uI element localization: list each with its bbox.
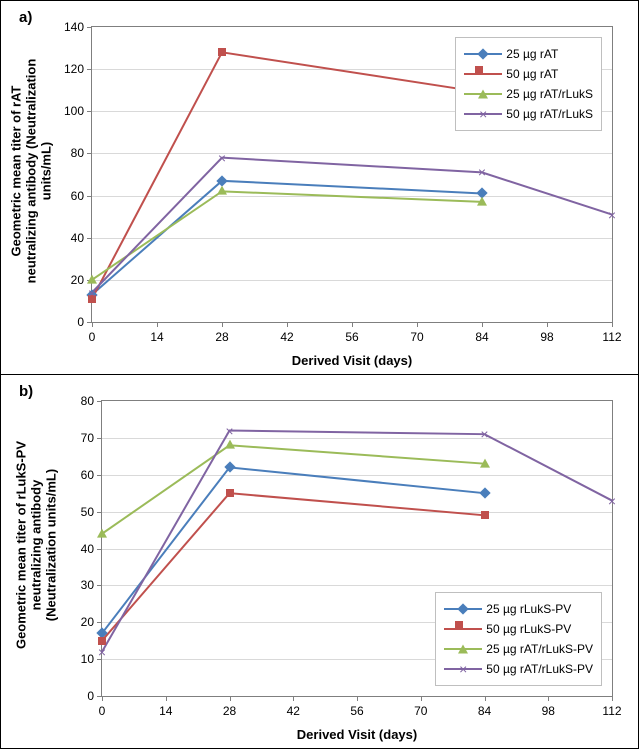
- series-marker: [480, 458, 490, 467]
- legend-item: × 50 µg rAT/rLukS: [464, 104, 593, 124]
- xtick-label: 42: [287, 696, 300, 718]
- legend-swatch: [444, 624, 482, 634]
- panel-b-label: b): [19, 383, 33, 400]
- legend-label: 50 µg rLukS-PV: [486, 622, 571, 636]
- ytick-label: 60: [81, 468, 102, 482]
- series-line: [102, 493, 485, 641]
- y-axis-title-b: Geometric mean titer of rLukS-PVneutrali…: [14, 441, 59, 649]
- series-marker: [97, 528, 107, 537]
- legend-swatch: [464, 49, 502, 59]
- legend-item: × 50 µg rAT/rLukS-PV: [444, 659, 593, 679]
- ytick-label: 70: [81, 431, 102, 445]
- legend-label: 25 µg rAT: [506, 47, 558, 61]
- xtick-label: 28: [215, 322, 228, 344]
- legend-label: 50 µg rAT/rLukS-PV: [486, 662, 593, 676]
- xtick-label: 0: [89, 322, 96, 344]
- legend-swatch: ×: [444, 664, 482, 674]
- series-marker: [481, 511, 489, 519]
- panel-a-label: a): [19, 9, 32, 26]
- series-marker: [477, 196, 487, 205]
- series-line: [92, 181, 482, 295]
- ytick-label: 20: [81, 615, 102, 629]
- xtick-label: 112: [602, 696, 621, 718]
- xtick-label: 14: [159, 696, 172, 718]
- ytick-label: 100: [64, 104, 92, 118]
- series-marker: [217, 186, 227, 195]
- panel-b: b) Derived Visit (days) 0102030405060708…: [1, 375, 638, 749]
- plot-area-a: Derived Visit (days) 0204060801001201400…: [91, 26, 613, 323]
- legend-item: 25 µg rAT/rLukS: [464, 84, 593, 104]
- xtick-label: 84: [478, 696, 491, 718]
- ytick-label: 120: [64, 62, 92, 76]
- xtick-label: 56: [345, 322, 358, 344]
- xtick-label: 84: [475, 322, 488, 344]
- legend-item: 25 µg rAT/rLukS-PV: [444, 639, 593, 659]
- legend-swatch: [444, 604, 482, 614]
- legend-item: 25 µg rAT: [464, 44, 593, 64]
- xtick-label: 70: [414, 696, 427, 718]
- xtick-label: 98: [542, 696, 555, 718]
- xtick-label: 42: [280, 322, 293, 344]
- series-marker: [226, 489, 234, 497]
- legend-item: 50 µg rAT: [464, 64, 593, 84]
- legend-swatch: [464, 89, 502, 99]
- legend: 25 µg rLukS-PV 50 µg rLukS-PV 25 µg rAT/rL…: [435, 592, 602, 686]
- ytick-label: 40: [71, 231, 92, 245]
- series-line: [102, 445, 485, 534]
- y-axis-title-a: Geometric mean titer of rATneutralizing …: [9, 59, 54, 284]
- series-marker: [87, 274, 97, 283]
- ytick-label: 50: [81, 505, 102, 519]
- legend-item: 25 µg rLukS-PV: [444, 599, 593, 619]
- xtick-label: 0: [99, 696, 106, 718]
- ytick-label: 30: [81, 578, 102, 592]
- series-marker: [225, 440, 235, 449]
- ytick-label: 60: [71, 189, 92, 203]
- ytick-label: 80: [71, 146, 92, 160]
- figure-container: a) Derived Visit (days) 0204060801001201…: [0, 0, 639, 749]
- x-axis-title-a: Derived Visit (days): [292, 353, 412, 368]
- legend-label: 50 µg rAT: [506, 67, 558, 81]
- legend-item: 50 µg rLukS-PV: [444, 619, 593, 639]
- xtick-label: 70: [410, 322, 423, 344]
- legend: 25 µg rAT 50 µg rAT 25 µg rAT/rLukS × 50 µg …: [455, 37, 602, 131]
- series-line: [92, 191, 482, 280]
- series-line: [92, 52, 482, 299]
- legend-label: 25 µg rLukS-PV: [486, 602, 571, 616]
- panel-a: a) Derived Visit (days) 0204060801001201…: [1, 1, 638, 375]
- xtick-label: 112: [602, 322, 621, 344]
- x-axis-title-b: Derived Visit (days): [297, 727, 417, 742]
- legend-swatch: [444, 644, 482, 654]
- ytick-label: 40: [81, 542, 102, 556]
- plot-area-b: Derived Visit (days) 0102030405060708001…: [101, 400, 613, 697]
- legend-swatch: [464, 69, 502, 79]
- xtick-label: 14: [150, 322, 163, 344]
- xtick-label: 56: [350, 696, 363, 718]
- ytick-label: 80: [81, 394, 102, 408]
- legend-label: 50 µg rAT/rLukS: [506, 107, 593, 121]
- xtick-label: 28: [223, 696, 236, 718]
- legend-label: 25 µg rAT/rLukS-PV: [486, 642, 593, 656]
- ytick-label: 140: [64, 20, 92, 34]
- legend-label: 25 µg rAT/rLukS: [506, 87, 593, 101]
- xtick-label: 98: [540, 322, 553, 344]
- legend-swatch: ×: [464, 109, 502, 119]
- series-marker: [218, 48, 226, 56]
